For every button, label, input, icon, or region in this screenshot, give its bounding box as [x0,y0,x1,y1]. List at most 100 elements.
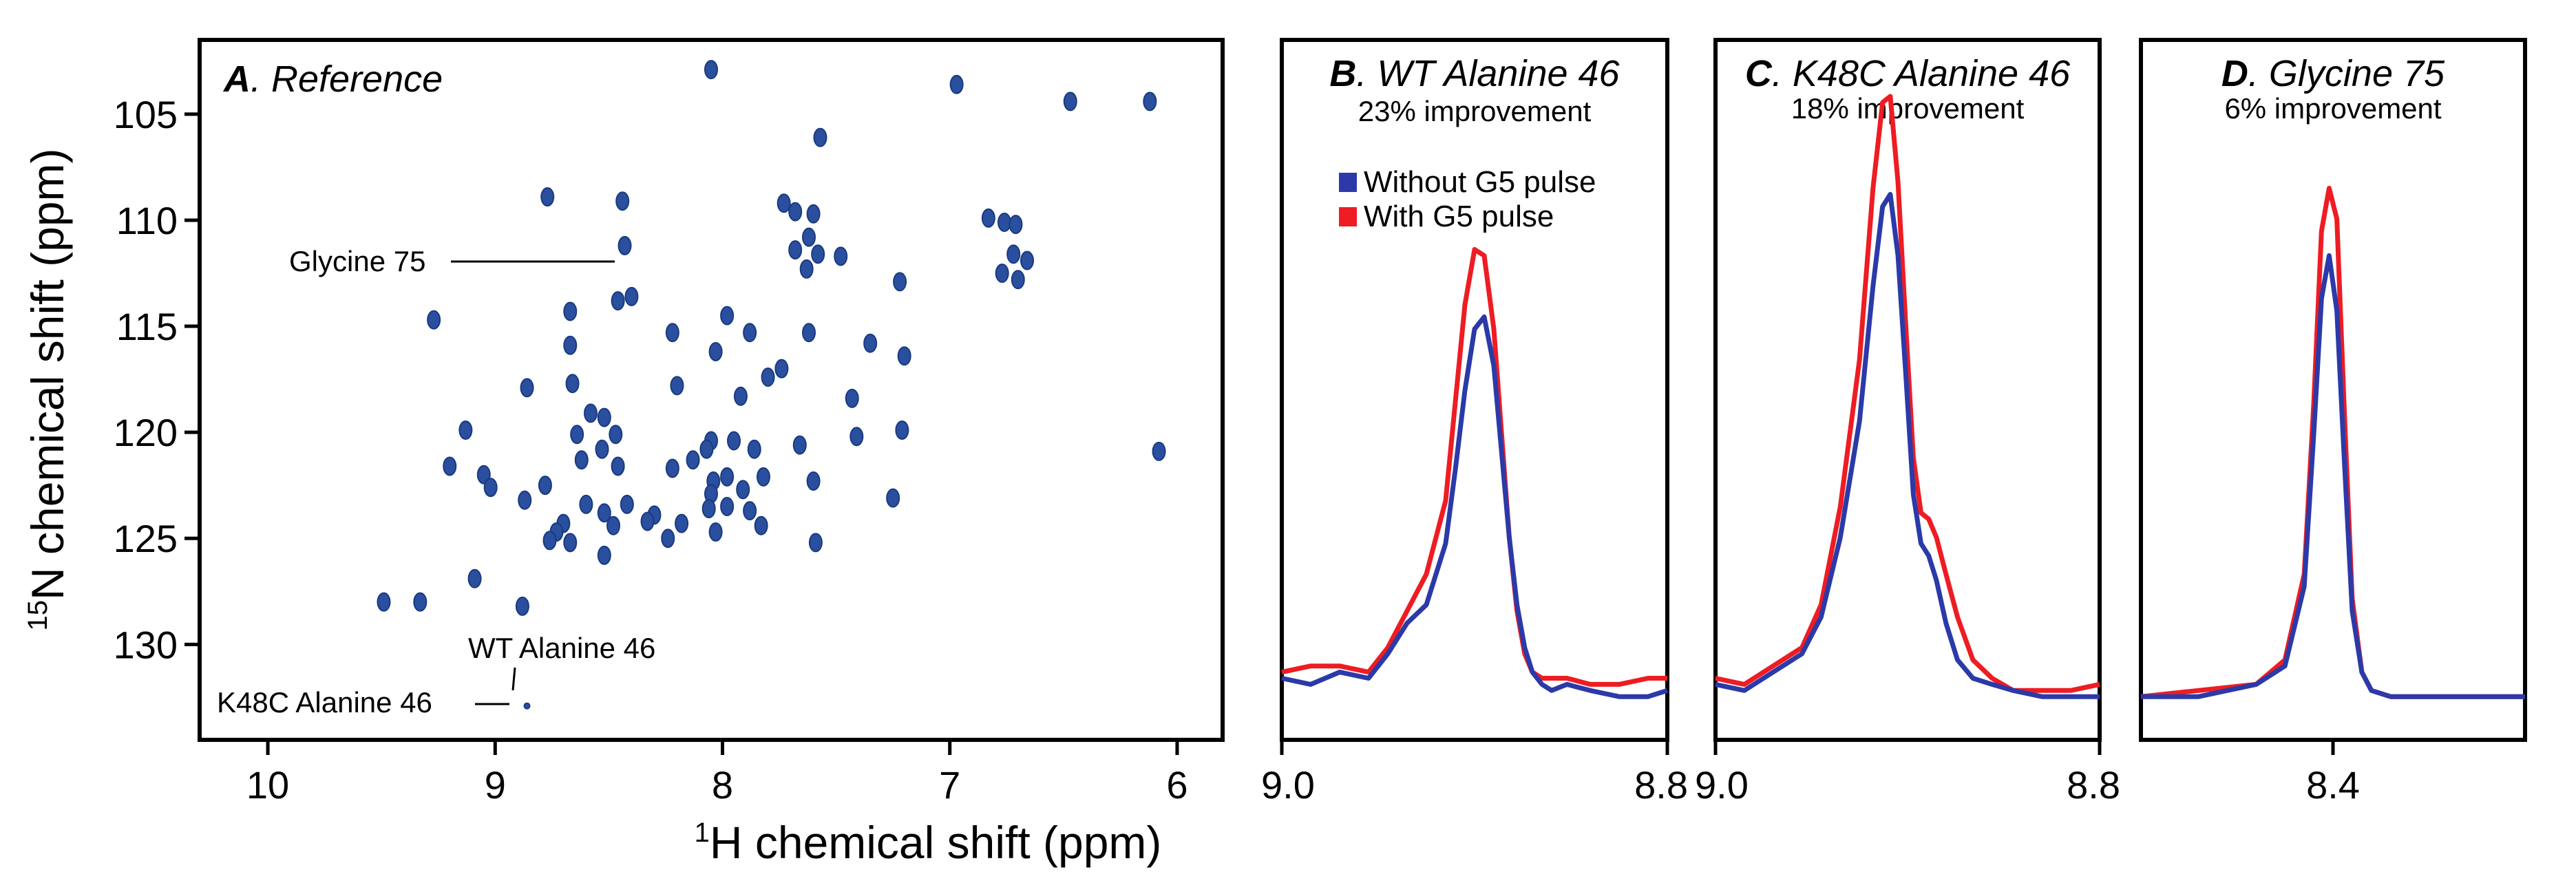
peak-29 [665,323,679,343]
panel-a-x-tick-label: 10 [246,763,289,807]
panel-a-x-tick-label: 7 [939,763,960,807]
trace-without-g5 [1715,191,2100,699]
peak-81 [640,511,655,531]
peak-25 [624,286,639,306]
peak-94 [515,596,529,616]
panel-a-title: A. Reference [222,58,443,100]
peak-22 [1011,270,1025,290]
panel-c-x-ticks: 9.0 8.8 [1695,740,2120,807]
peak-63 [720,467,735,487]
peak-83 [754,515,768,535]
trace-without-g5 [2141,253,2525,699]
peak-21 [995,264,1009,283]
peak-87 [563,533,578,553]
x-tick-label: 9.0 [1261,763,1315,807]
peak-96 [523,702,531,710]
panel-d-subtitle: 6% improvement [2224,92,2441,125]
panel-b-frame [1280,38,1669,742]
peak-5 [540,187,555,207]
x-tick-label: 8.4 [2306,763,2360,807]
peak-44 [597,407,611,427]
panel-a-x-tick-label: 8 [712,763,733,807]
peak-10 [981,208,995,228]
peak-15 [788,240,803,260]
panel-c-traces [1715,94,2100,699]
annotation-wt-alanine-46: WT Alanine 46 [468,632,655,664]
peak-88 [661,529,675,549]
panel-a-x-tick-label: 9 [485,763,506,807]
peak-60 [665,458,679,478]
panel-c-title: C. K48C Alanine 46 [1745,53,2071,94]
panel-a-frame [198,38,1225,742]
panel-b: B. WT Alanine 46 23% improvement Without… [1261,38,1688,807]
peak-59 [611,456,625,476]
trace-without-g5 [1281,314,1669,699]
peak-91 [467,568,482,588]
peak-13 [801,227,816,247]
peak-90 [597,545,611,565]
peak-95 [1152,441,1166,461]
peak-54 [747,439,761,459]
peak-67 [538,476,552,496]
peak-53 [699,439,714,459]
peak-32 [563,335,578,355]
peak-23 [893,272,907,292]
peak-6 [615,191,630,211]
trace-with-g5 [1715,94,2100,693]
legend-swatch-with-g5 [1339,207,1357,226]
peak-92 [377,592,391,612]
peak-85 [708,522,723,542]
peak-82 [675,513,689,533]
peak-75 [886,488,900,508]
panel-a-x-ticks: 10 9 8 7 6 [246,740,1188,807]
peak-89 [808,533,823,553]
peak-80 [606,515,621,535]
x-axis-title: 1H chemical shift (ppm) [695,817,1162,868]
peak-64 [756,467,770,487]
peak-19 [1020,251,1035,270]
x-tick-label: 8.8 [2067,763,2120,807]
peak-46 [570,425,584,445]
peak-65 [806,471,821,491]
peak-11 [997,213,1011,233]
peak-28 [720,306,735,326]
peak-76 [597,503,611,523]
panel-b-title: B. WT Alanine 46 [1329,53,1620,94]
peak-78 [743,501,757,521]
peak-1 [949,74,964,94]
panel-b-subtitle: 23% improvement [1358,95,1592,127]
panel-b-traces [1281,247,1669,699]
panel-a-y-tick-label: 130 [114,623,178,666]
annotation-glycine-75: Glycine 75 [289,245,425,277]
peak-36 [774,359,789,379]
y-axis-title: 15N chemical shift (ppm) [22,149,73,631]
peak-74 [720,497,735,516]
panel-a-y-tick-label: 125 [114,517,178,560]
trace-with-g5 [1281,247,1667,687]
panel-a-x-tick-label: 6 [1166,763,1187,807]
peak-0 [704,60,718,80]
peak-18 [1006,244,1021,264]
panel-a-y-tick-label: 110 [116,199,178,242]
peak-72 [620,494,634,514]
peak-38 [565,374,580,394]
peak-43 [583,403,598,423]
peak-40 [670,376,684,396]
peak-7 [777,193,791,213]
peak-34 [708,342,723,362]
peak-30 [743,323,757,343]
peak-37 [761,368,775,387]
panel-c-subtitle: 18% improvement [1791,92,2025,125]
panel-b-x-ticks: 9.0 8.8 [1261,740,1688,807]
panel-a-y-tick-label: 105 [114,93,178,136]
panel-c: C. K48C Alanine 46 18% improvement 9.0 8.… [1695,38,2120,807]
panel-c-frame [1713,38,2102,742]
peak-14 [617,235,632,255]
x-tick-label: 9.0 [1695,763,1749,807]
peak-33 [863,333,878,353]
legend-swatch-without-g5 [1339,173,1357,192]
peak-41 [733,386,748,406]
peak-17 [834,246,848,266]
peak-20 [799,259,814,279]
